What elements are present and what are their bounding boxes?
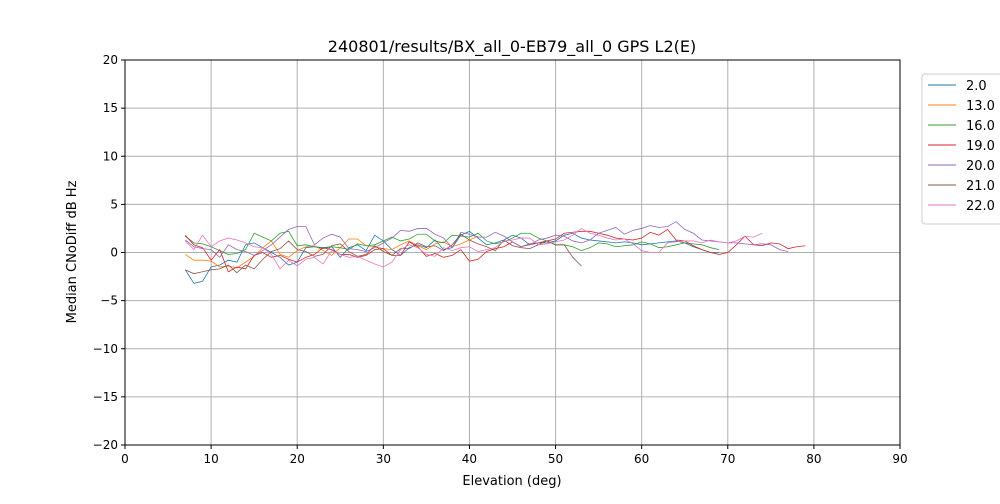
legend-label: 13.0 — [966, 99, 995, 114]
y-tick-label: 5 — [110, 197, 118, 211]
y-tick-label: −10 — [93, 342, 118, 356]
legend-label: 2.0 — [966, 79, 987, 94]
y-tick-label: −15 — [93, 390, 118, 404]
legend-label: 21.0 — [966, 179, 995, 194]
x-axis-label: Elevation (deg) — [462, 474, 561, 489]
x-tick-label: 70 — [720, 452, 735, 466]
series-line-13.0 — [185, 235, 479, 269]
y-tick-label: 20 — [103, 53, 118, 67]
legend: 2.0 13.0 16.0 19.0 20.0 21.0 22.0 — [921, 73, 1000, 225]
y-tick-label: −5 — [100, 294, 118, 308]
x-tick-label: 90 — [892, 452, 907, 466]
y-axis-label: Median CNoDiff dB Hz — [65, 180, 80, 323]
legend-label: 16.0 — [966, 119, 995, 134]
legend-label: 20.0 — [966, 159, 995, 174]
x-tick-label: 30 — [376, 452, 391, 466]
legend-label: 19.0 — [966, 139, 995, 154]
legend-label: 22.0 — [966, 199, 995, 214]
series-line-21.0 — [185, 233, 582, 275]
x-tick-label: 40 — [462, 452, 477, 466]
x-tick-label: 50 — [548, 452, 563, 466]
y-tick-label: 0 — [110, 246, 118, 260]
series-line-20.0 — [185, 221, 789, 258]
y-tick-label: 15 — [103, 101, 118, 115]
series-line-22.0 — [184, 227, 763, 270]
series-line-19.0 — [184, 228, 806, 273]
x-tick-label: 0 — [121, 452, 129, 466]
y-tick-label: −20 — [93, 438, 118, 452]
x-tick-label: 80 — [806, 452, 821, 466]
x-tick-label: 60 — [634, 452, 649, 466]
chart-title: 240801/results/BX_all_0-EB79_all_0 GPS L… — [328, 37, 696, 57]
y-tick-label: 10 — [103, 149, 118, 163]
x-tick-label: 10 — [203, 452, 218, 466]
series-line-16.0 — [185, 230, 720, 255]
x-tick-label: 20 — [290, 452, 305, 466]
